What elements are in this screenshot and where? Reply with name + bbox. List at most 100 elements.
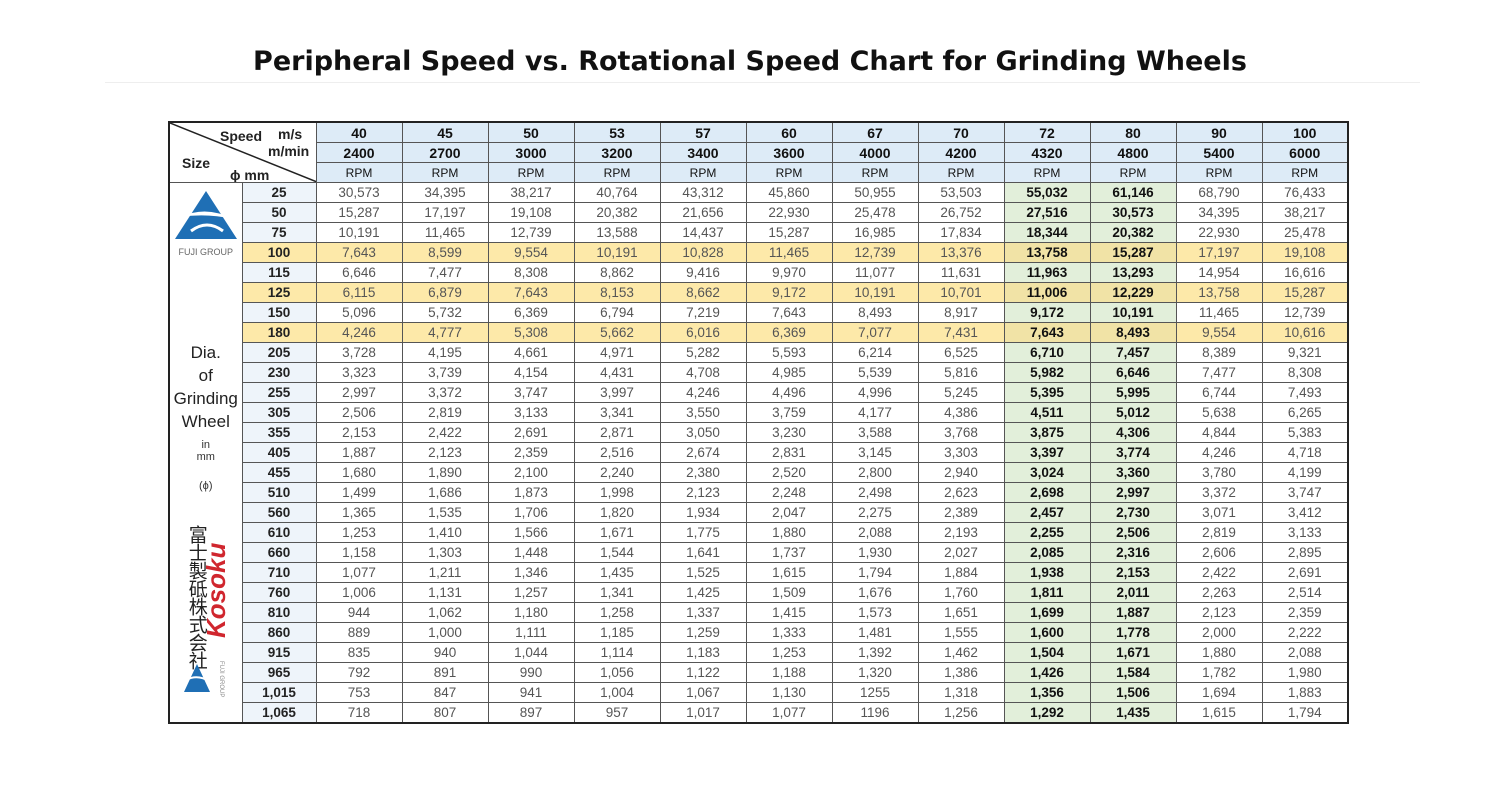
- mmin-value: 5400: [1175, 142, 1263, 163]
- rpm-value: 2,359: [1261, 602, 1349, 623]
- rpm-value: 2,698: [1003, 482, 1091, 503]
- size: 810: [241, 602, 317, 623]
- small-logo-text: FUJI GROUP: [217, 661, 224, 698]
- data-row: 100 7,643 8,599 9,554 10,191 10,828 11,465 12,7…: [169, 242, 1349, 263]
- data-row: 810 944 1,062 1,180 1,258 1,337 1,415 1,573 1,65…: [169, 602, 1349, 623]
- rpm-value: 4,177: [831, 402, 919, 423]
- size: 860: [241, 622, 317, 643]
- size: 180: [241, 322, 317, 343]
- rpm-value: 889: [315, 622, 403, 643]
- rpm-value: 835: [315, 642, 403, 663]
- rpm-value: 3,397: [1003, 442, 1091, 463]
- rpm-value: 13,376: [917, 242, 1005, 263]
- rpm-value: 11,077: [831, 262, 919, 283]
- rpm-value: 18,344: [1003, 222, 1091, 243]
- rpm-value: 8,493: [831, 302, 919, 323]
- small-logo: FUJI GROUP: [170, 661, 241, 698]
- rpm-value: 990: [487, 662, 575, 683]
- size: 305: [241, 402, 317, 423]
- data-row: 150 5,096 5,732 6,369 6,794 7,219 7,643 8,493 8,…: [169, 302, 1349, 323]
- label-line: Wheel: [181, 412, 230, 431]
- rpm-value: 4,708: [659, 362, 747, 383]
- rpm-value: 13,588: [573, 222, 661, 243]
- rpm-value: 6,115: [315, 282, 403, 303]
- rpm-value: 6,525: [917, 342, 1005, 363]
- rpm-value: 1,006: [315, 582, 403, 603]
- rpm-value: 4,996: [831, 382, 919, 403]
- mmin-value: 3000: [487, 142, 575, 163]
- rpm-value: 1,333: [745, 622, 833, 643]
- rpm-value: 13,293: [1089, 262, 1177, 283]
- rpm-value: 3,747: [487, 382, 575, 403]
- rpm-value: 27,516: [1003, 202, 1091, 223]
- rpm-value: 30,573: [1089, 202, 1177, 223]
- rpm-value: 2,940: [917, 462, 1005, 483]
- rpm-value: 2,997: [315, 382, 403, 403]
- rpm-value: 7,493: [1261, 382, 1349, 403]
- data-row: 860 889 1,000 1,111 1,185 1,259 1,333 1,481 1,55…: [169, 622, 1349, 643]
- rpm-value: 2,088: [1261, 642, 1349, 663]
- size: 50: [241, 202, 317, 223]
- rpm-value: 2,506: [1089, 522, 1177, 543]
- rpm-value: 1,600: [1003, 622, 1091, 643]
- rpm-value: 7,431: [917, 322, 1005, 343]
- rpm-value: 9,172: [1003, 302, 1091, 323]
- mmin-value: 4800: [1089, 142, 1177, 163]
- rpm-value: 1,504: [1003, 642, 1091, 663]
- size: 455: [241, 462, 317, 483]
- rpm-value: 2,422: [1175, 562, 1263, 583]
- rpm-value: 1,811: [1003, 582, 1091, 603]
- rpm-value: 2,240: [573, 462, 661, 483]
- data-row: 75 10,191 11,465 12,739 13,588 14,437 15,287 16…: [169, 222, 1349, 243]
- size: 1,015: [241, 682, 317, 703]
- rpm-value: 3,875: [1003, 422, 1091, 443]
- ms-value: 45: [401, 121, 489, 143]
- rpm-value: 26,752: [917, 202, 1005, 223]
- rpm-value: 1,392: [831, 642, 919, 663]
- logo-text: FUJI GROUP: [178, 247, 233, 257]
- rpm-value: 1,884: [917, 562, 1005, 583]
- rpm-value: 6,369: [487, 302, 575, 323]
- unit: RPM: [573, 162, 661, 183]
- rpm-value: 4,246: [1175, 442, 1263, 463]
- rpm-value: 1,365: [315, 502, 403, 523]
- size-label: Size: [182, 155, 211, 171]
- rpm-value: 2,255: [1003, 522, 1091, 543]
- rpm-value: 2,520: [745, 462, 833, 483]
- data-row: 710 1,077 1,211 1,346 1,435 1,525 1,615 1,794 1,…: [169, 562, 1349, 583]
- data-row: 230 3,323 3,739 4,154 4,431 4,708 4,985 5,539 5,…: [169, 362, 1349, 383]
- rpm-value: 1,130: [745, 682, 833, 703]
- rpm-value: 847: [401, 682, 489, 703]
- unit-line: mm: [196, 451, 215, 463]
- rpm-value: 1,044: [487, 642, 575, 663]
- rpm-value: 10,191: [1089, 302, 1177, 323]
- rpm-value: 1,525: [659, 562, 747, 583]
- mmin-label: m/min: [268, 143, 310, 159]
- rpm-value: 3,759: [745, 402, 833, 423]
- rpm-value: 2,730: [1089, 502, 1177, 523]
- rpm-value: 3,588: [831, 422, 919, 443]
- rpm-value: 6,265: [1261, 402, 1349, 423]
- rpm-value: 1,180: [487, 602, 575, 623]
- rpm-value: 1,077: [315, 562, 403, 583]
- title: Peripheral Speed vs. Rotational Speed Ch…: [253, 46, 1247, 77]
- rpm-value: 8,862: [573, 262, 661, 283]
- rpm-value: 1,448: [487, 542, 575, 563]
- label-line: Grinding: [173, 389, 238, 408]
- data-row: 205 3,728 4,195 4,661 4,971 5,282 5,593 6,214 6,…: [169, 342, 1349, 363]
- data-row: 405 1,887 2,123 2,359 2,516 2,674 2,831 3,145 3,…: [169, 442, 1349, 463]
- rpm-value: 10,616: [1261, 322, 1349, 343]
- ms-value: 100: [1261, 121, 1349, 143]
- rpm-value: 1,320: [831, 662, 919, 683]
- size: 115: [241, 262, 317, 283]
- rpm-value: 4,661: [487, 342, 575, 363]
- rpm-value: 792: [315, 662, 403, 683]
- rpm-value: 2,997: [1089, 482, 1177, 503]
- rpm-value: 9,554: [1175, 322, 1263, 343]
- corner-cell: Speed m/s m/min Size ϕ mm: [168, 121, 317, 183]
- rpm-value: 9,321: [1261, 342, 1349, 363]
- size: 150: [241, 302, 317, 323]
- rpm-value: 1,341: [573, 582, 661, 603]
- rpm-value: 2,895: [1261, 542, 1349, 563]
- data-row: 50 15,287 17,197 19,108 20,382 21,656 22,930 25…: [169, 202, 1349, 223]
